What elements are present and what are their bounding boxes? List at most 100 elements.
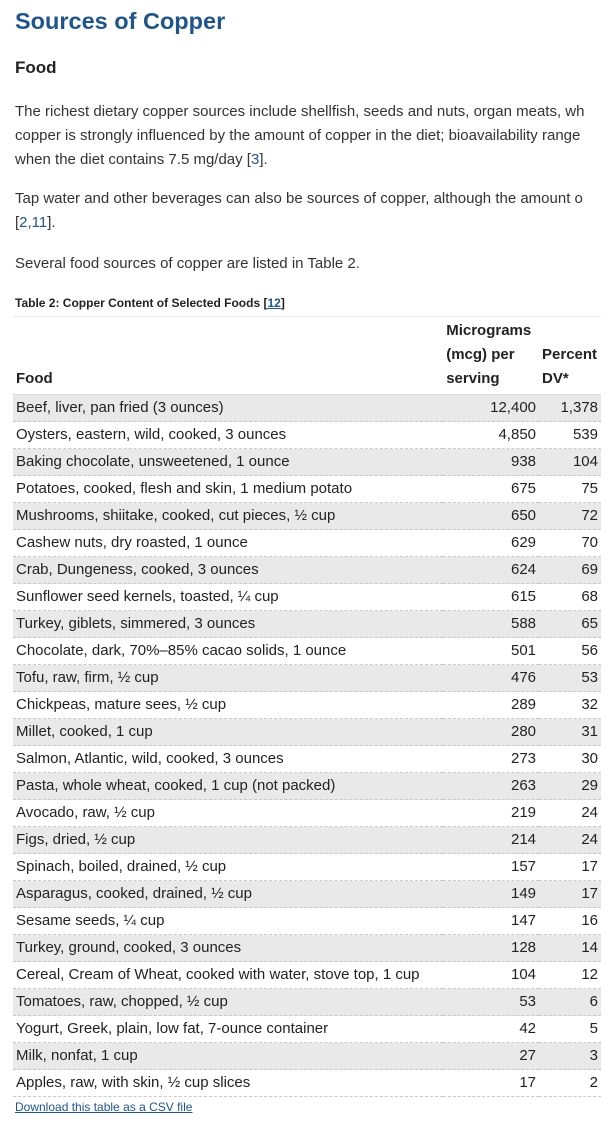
paragraph-table-intro: Several food sources of copper are liste… bbox=[15, 255, 360, 272]
cell-percent-dv: 6 bbox=[539, 988, 601, 1016]
table-header-row: Food Micrograms (mcg) per serving Percen… bbox=[13, 316, 601, 395]
caption-text: Table 2: Copper Content of Selected Food… bbox=[15, 296, 268, 310]
cell-food: Sunflower seed kernels, toasted, ¼ cup bbox=[13, 583, 444, 611]
paragraph-line-end: ]. bbox=[47, 214, 56, 231]
cell-micrograms: 938 bbox=[443, 448, 540, 476]
cell-percent-dv: 32 bbox=[539, 691, 601, 719]
cell-percent-dv: 68 bbox=[539, 583, 601, 611]
cell-food: Apples, raw, with skin, ½ cup slices bbox=[13, 1069, 444, 1097]
table-row: Cereal, Cream of Wheat, cooked with wate… bbox=[13, 961, 601, 989]
cell-micrograms: 214 bbox=[443, 826, 540, 854]
cell-percent-dv: 31 bbox=[539, 718, 601, 746]
table-row: Crab, Dungeness, cooked, 3 ounces 624 69 bbox=[13, 556, 601, 584]
column-header-micrograms: Micrograms (mcg) per serving bbox=[443, 316, 540, 395]
cell-food: Tofu, raw, firm, ½ cup bbox=[13, 664, 444, 692]
cell-micrograms: 27 bbox=[443, 1042, 540, 1070]
paragraph-line: copper is strongly influenced by the amo… bbox=[15, 127, 581, 144]
cell-food: Sesame seeds, ¼ cup bbox=[13, 907, 444, 935]
table-row: Oysters, eastern, wild, cooked, 3 ounces… bbox=[13, 421, 601, 449]
reference-link-3[interactable]: 3 bbox=[250, 151, 260, 168]
table-row: Tofu, raw, firm, ½ cup 476 53 bbox=[13, 664, 601, 692]
cell-micrograms: 4,850 bbox=[443, 421, 540, 449]
table-row: Sunflower seed kernels, toasted, ¼ cup 61… bbox=[13, 583, 601, 611]
cell-percent-dv: 17 bbox=[539, 880, 601, 908]
cell-percent-dv: 1,378 bbox=[539, 394, 601, 422]
cell-percent-dv: 17 bbox=[539, 853, 601, 881]
cell-percent-dv: 2 bbox=[539, 1069, 601, 1097]
paragraph-tap-water: Tap water and other beverages can also b… bbox=[15, 187, 583, 235]
header-line: Percent bbox=[542, 346, 598, 363]
cell-food: Salmon, Atlantic, wild, cooked, 3 ounces bbox=[13, 745, 444, 773]
cell-micrograms: 476 bbox=[443, 664, 540, 692]
cell-percent-dv: 72 bbox=[539, 502, 601, 530]
table-row: Millet, cooked, 1 cup 280 31 bbox=[13, 718, 601, 746]
cell-micrograms: 17 bbox=[443, 1069, 540, 1097]
table-row: Figs, dried, ½ cup 214 24 bbox=[13, 826, 601, 854]
cell-micrograms: 280 bbox=[443, 718, 540, 746]
table-row: Avocado, raw, ½ cup 219 24 bbox=[13, 799, 601, 827]
paragraph-richest-sources: The richest dietary copper sources inclu… bbox=[15, 100, 584, 172]
paragraph-line: Tap water and other beverages can also b… bbox=[15, 190, 583, 207]
caption-text-end: ] bbox=[280, 296, 285, 310]
cell-micrograms: 263 bbox=[443, 772, 540, 800]
table-row: Milk, nonfat, 1 cup 27 3 bbox=[13, 1042, 601, 1070]
cell-percent-dv: 56 bbox=[539, 637, 601, 665]
cell-food: Yogurt, Greek, plain, low fat, 7-ounce c… bbox=[13, 1015, 444, 1043]
table-caption: Table 2: Copper Content of Selected Food… bbox=[15, 294, 285, 312]
cell-food: Figs, dried, ½ cup bbox=[13, 826, 444, 854]
cell-micrograms: 12,400 bbox=[443, 394, 540, 422]
page-title: Sources of Copper bbox=[15, 8, 226, 34]
cell-percent-dv: 69 bbox=[539, 556, 601, 584]
cell-micrograms: 675 bbox=[443, 475, 540, 503]
cell-micrograms: 149 bbox=[443, 880, 540, 908]
header-line: Micrograms bbox=[446, 322, 532, 339]
cell-percent-dv: 30 bbox=[539, 745, 601, 773]
cell-micrograms: 53 bbox=[443, 988, 540, 1016]
cell-percent-dv: 12 bbox=[539, 961, 601, 989]
cell-food: Mushrooms, shiitake, cooked, cut pieces,… bbox=[13, 502, 444, 530]
cell-percent-dv: 70 bbox=[539, 529, 601, 557]
table-row: Baking chocolate, unsweetened, 1 ounce 93… bbox=[13, 448, 601, 476]
cell-micrograms: 157 bbox=[443, 853, 540, 881]
section-heading-food: Food bbox=[15, 58, 57, 77]
copper-content-table: Food Micrograms (mcg) per serving Percen… bbox=[13, 316, 601, 1097]
table-row: Potatoes, cooked, flesh and skin, 1 medi… bbox=[13, 475, 601, 503]
cell-food: Spinach, boiled, drained, ½ cup bbox=[13, 853, 444, 881]
cell-food: Turkey, giblets, simmered, 3 ounces bbox=[13, 610, 444, 638]
column-header-percent-dv: Percent DV* bbox=[539, 316, 601, 395]
table-row: Turkey, giblets, simmered, 3 ounces 588 65 bbox=[13, 610, 601, 638]
header-line: (mcg) per bbox=[446, 346, 515, 363]
table-row: Beef, liver, pan fried (3 ounces) 12,400 1… bbox=[13, 394, 601, 422]
cell-micrograms: 147 bbox=[443, 907, 540, 935]
cell-food: Beef, liver, pan fried (3 ounces) bbox=[13, 394, 444, 422]
table-row: Turkey, ground, cooked, 3 ounces 128 14 bbox=[13, 934, 601, 962]
table-row: Chickpeas, mature sees, ½ cup 289 32 bbox=[13, 691, 601, 719]
paragraph-line-start: [ bbox=[15, 214, 20, 231]
paragraph-line: The richest dietary copper sources inclu… bbox=[15, 103, 585, 120]
table-row: Sesame seeds, ¼ cup 147 16 bbox=[13, 907, 601, 935]
cell-percent-dv: 65 bbox=[539, 610, 601, 638]
cell-micrograms: 42 bbox=[443, 1015, 540, 1043]
header-line: DV* bbox=[542, 370, 569, 387]
reference-link-12[interactable]: 12 bbox=[267, 296, 281, 310]
cell-food: Tomatoes, raw, chopped, ½ cup bbox=[13, 988, 444, 1016]
table-row: Apples, raw, with skin, ½ cup slices 17 2 bbox=[13, 1069, 601, 1097]
download-csv-link[interactable]: Download this table as a CSV file bbox=[15, 1100, 193, 1114]
cell-percent-dv: 75 bbox=[539, 475, 601, 503]
cell-food: Potatoes, cooked, flesh and skin, 1 medi… bbox=[13, 475, 444, 503]
cell-food: Cashew nuts, dry roasted, 1 ounce bbox=[13, 529, 444, 557]
reference-link-2-11[interactable]: 2,11 bbox=[19, 214, 48, 231]
cell-food: Baking chocolate, unsweetened, 1 ounce bbox=[13, 448, 444, 476]
cell-micrograms: 629 bbox=[443, 529, 540, 557]
cell-percent-dv: 53 bbox=[539, 664, 601, 692]
table-row: Cashew nuts, dry roasted, 1 ounce 629 70 bbox=[13, 529, 601, 557]
cell-percent-dv: 104 bbox=[539, 448, 601, 476]
cell-micrograms: 273 bbox=[443, 745, 540, 773]
table-body: Beef, liver, pan fried (3 ounces) 12,400 1… bbox=[13, 394, 601, 1097]
cell-food: Milk, nonfat, 1 cup bbox=[13, 1042, 444, 1070]
cell-micrograms: 588 bbox=[443, 610, 540, 638]
cell-micrograms: 128 bbox=[443, 934, 540, 962]
cell-micrograms: 104 bbox=[443, 961, 540, 989]
cell-food: Millet, cooked, 1 cup bbox=[13, 718, 444, 746]
